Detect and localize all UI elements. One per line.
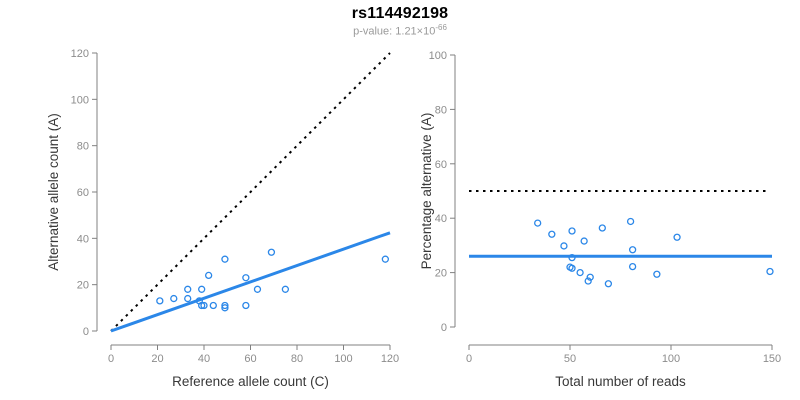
data-point <box>200 301 208 310</box>
data-point <box>560 242 568 250</box>
y-tick-label: 0 <box>83 326 89 338</box>
data-point <box>156 297 164 305</box>
y-tick-label: 20 <box>435 268 447 280</box>
data-point <box>548 230 556 238</box>
x-tick-label: 100 <box>334 353 352 365</box>
data-point <box>242 301 250 310</box>
x-tick-label: 150 <box>763 353 781 365</box>
data-point <box>242 274 250 282</box>
data-point <box>628 246 637 254</box>
data-point <box>281 285 290 293</box>
data-point <box>198 301 206 310</box>
pvalue-text: p-value: 1.21×10 <box>353 25 436 38</box>
data-point <box>584 277 592 285</box>
data-point <box>568 264 576 272</box>
data-point <box>184 294 192 303</box>
data-point <box>580 237 588 245</box>
x-tick-label: 80 <box>291 353 303 365</box>
data-point <box>209 301 217 310</box>
right-scatter-plot: 0 50 100 150 0 20 40 60 80 100 Total number of rea… <box>419 50 781 389</box>
data-point <box>170 294 178 303</box>
y-axis-title: Alternative allele count (A) <box>46 113 61 271</box>
y-tick-label: 60 <box>77 187 89 199</box>
data-point <box>673 233 681 241</box>
y-tick-label: 40 <box>77 233 89 245</box>
y-tick-label: 60 <box>435 159 447 171</box>
data-point <box>598 224 606 232</box>
y-tick-label: 40 <box>435 213 447 225</box>
data-point <box>221 304 229 312</box>
data-point <box>204 271 213 280</box>
x-tick-label: 40 <box>198 353 210 365</box>
x-axis-title: Reference allele count (C) <box>172 374 329 389</box>
data-point <box>576 268 584 277</box>
identity-dotted-line <box>110 52 391 332</box>
y-tick-label: 100 <box>429 50 447 62</box>
pvalue-exponent: -66 <box>435 23 447 32</box>
data-point <box>626 217 635 226</box>
figure-title: rs114492198 <box>351 5 449 22</box>
y-tick-label: 20 <box>77 280 89 292</box>
data-point <box>604 280 613 288</box>
x-axis-title: Total number of reads <box>555 374 686 389</box>
data-point <box>198 285 206 293</box>
x-tick-label: 100 <box>662 353 680 365</box>
data-point <box>221 301 229 310</box>
data-point <box>267 248 276 256</box>
y-tick-label: 80 <box>435 104 447 116</box>
x-tick-label: 0 <box>108 353 114 365</box>
figure-subtitle: p-value: 1.21×10-66 <box>0 23 800 38</box>
data-point <box>534 219 542 227</box>
data-point <box>381 255 390 263</box>
left-scatter-plot: 0 20 40 60 80 100 120 0 20 40 60 80 100 120 Reference … <box>46 48 399 389</box>
data-point <box>221 255 229 263</box>
y-tick-label: 100 <box>71 94 89 106</box>
data-point <box>568 227 576 235</box>
y-tick-label: 120 <box>71 48 89 60</box>
fit-line <box>110 231 391 333</box>
data-point <box>586 273 594 281</box>
x-tick-label: 60 <box>244 353 256 365</box>
data-point <box>766 267 774 276</box>
data-point <box>653 270 661 278</box>
data-point <box>253 285 262 293</box>
y-axis-title: Percentage alternative (A) <box>419 113 434 270</box>
x-tick-label: 0 <box>466 353 472 365</box>
y-tick-label: 80 <box>77 141 89 153</box>
data-point <box>184 285 192 293</box>
x-tick-label: 50 <box>564 353 576 365</box>
y-tick-label: 0 <box>441 322 447 334</box>
x-tick-label: 120 <box>381 353 399 365</box>
x-tick-label: 20 <box>151 353 163 365</box>
data-point <box>628 262 637 271</box>
